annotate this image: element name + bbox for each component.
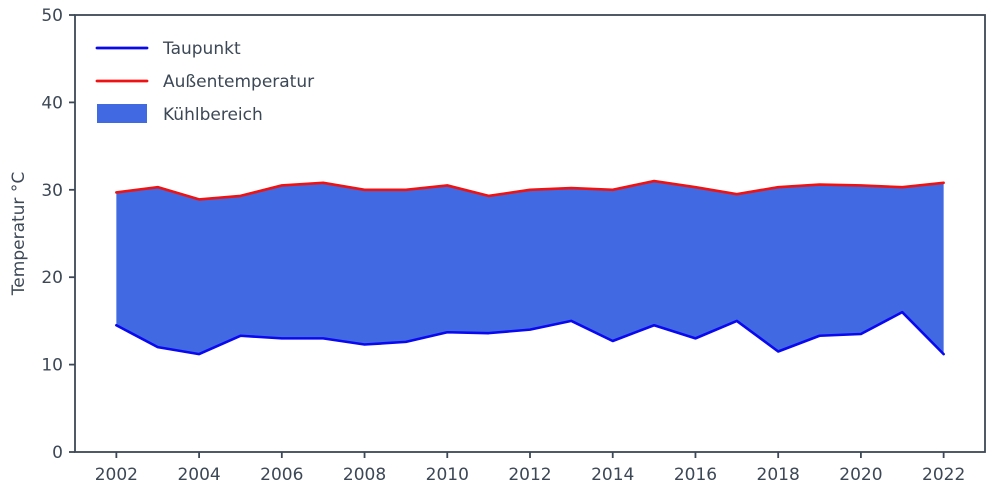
y-tick-label: 40 [41,93,63,113]
y-tick-label: 30 [41,181,63,201]
legend-sample-patch [97,104,147,123]
x-tick-label: 2012 [508,465,551,485]
fill-area-kuehlbereich [116,181,944,355]
series-line-taupunkt [115,310,945,356]
x-tick-label: 2002 [95,465,138,485]
x-tick-label: 2010 [426,465,469,485]
x-tick-label: 2022 [922,465,965,485]
x-tick-label: 2018 [757,465,800,485]
x-tick-label: 2008 [343,465,386,485]
x-tick-label: 2014 [591,465,634,485]
x-tick-label: 2016 [674,465,717,485]
y-tick-label: 10 [41,356,63,376]
series-line-aussentemperatur [115,179,945,201]
y-axis-label: Temperatur °C [9,172,29,296]
x-tick-label: 2006 [260,465,303,485]
y-tick-label: 50 [41,6,63,26]
y-tick-label: 20 [41,268,63,288]
legend-label: Kühlbereich [163,105,263,125]
legend-label: Taupunkt [162,39,241,59]
x-tick-label: 2020 [839,465,882,485]
x-tick-label: 2004 [177,465,220,485]
y-tick-label: 0 [52,443,63,463]
legend-label: Außentemperatur [163,72,314,92]
